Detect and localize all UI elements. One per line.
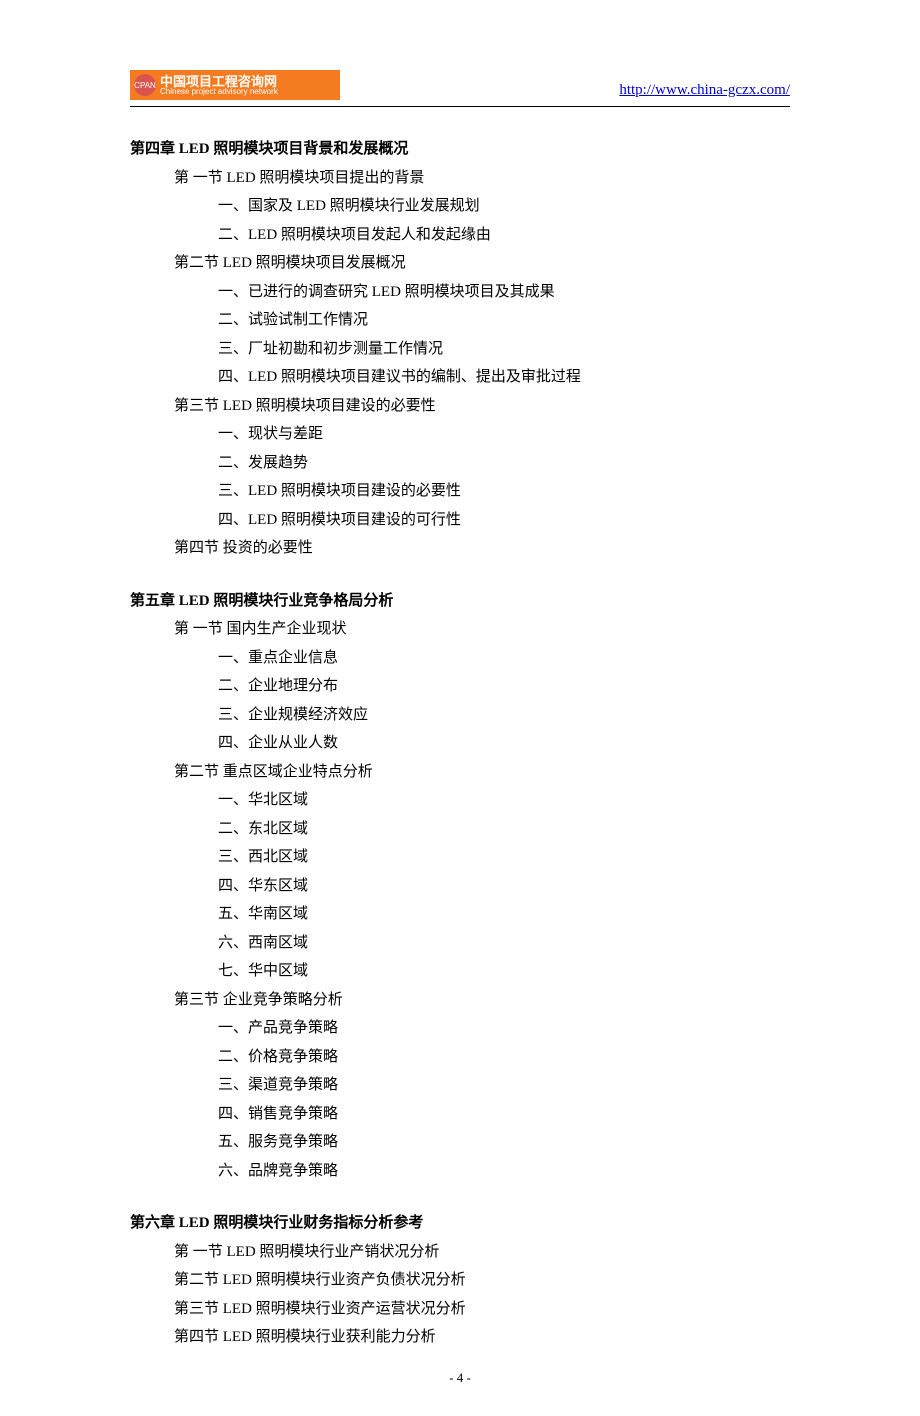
section-title: 第四节 LED 照明模块行业获利能力分析 xyxy=(130,1323,790,1352)
logo-text: 中国项目工程咨询网 Chinese project advisory netwo… xyxy=(160,75,278,96)
page-number: - 4 - xyxy=(0,1370,920,1386)
page: CPAN 中国项目工程咨询网 Chinese project advisory … xyxy=(0,0,920,1416)
toc-content: 第四章 LED 照明模块项目背景和发展概况第 一节 LED 照明模块项目提出的背… xyxy=(130,135,790,1352)
toc-item: 三、西北区域 xyxy=(130,843,790,872)
section-title: 第三节 LED 照明模块项目建设的必要性 xyxy=(130,392,790,421)
toc-item: 三、渠道竞争策略 xyxy=(130,1071,790,1100)
chapter-title: 第四章 LED 照明模块项目背景和发展概况 xyxy=(130,135,790,164)
toc-item: 三、厂址初勘和初步测量工作情况 xyxy=(130,335,790,364)
section-title: 第 一节 LED 照明模块行业产销状况分析 xyxy=(130,1238,790,1267)
toc-item: 二、东北区域 xyxy=(130,815,790,844)
toc-item: 一、国家及 LED 照明模块行业发展规划 xyxy=(130,192,790,221)
toc-item: 四、销售竞争策略 xyxy=(130,1100,790,1129)
section-title: 第 一节 国内生产企业现状 xyxy=(130,615,790,644)
toc-item: 一、已进行的调查研究 LED 照明模块项目及其成果 xyxy=(130,278,790,307)
toc-item: 二、试验试制工作情况 xyxy=(130,306,790,335)
toc-item: 四、LED 照明模块项目建议书的编制、提出及审批过程 xyxy=(130,363,790,392)
chapter: 第四章 LED 照明模块项目背景和发展概况第 一节 LED 照明模块项目提出的背… xyxy=(130,135,790,563)
toc-item: 二、价格竞争策略 xyxy=(130,1043,790,1072)
header: CPAN 中国项目工程咨询网 Chinese project advisory … xyxy=(130,70,790,100)
toc-item: 二、企业地理分布 xyxy=(130,672,790,701)
toc-item: 一、产品竞争策略 xyxy=(130,1014,790,1043)
toc-item: 二、LED 照明模块项目发起人和发起缘由 xyxy=(130,221,790,250)
toc-item: 一、华北区域 xyxy=(130,786,790,815)
header-divider xyxy=(130,106,790,107)
toc-item: 六、品牌竞争策略 xyxy=(130,1157,790,1186)
section-title: 第二节 LED 照明模块项目发展概况 xyxy=(130,249,790,278)
toc-item: 六、西南区域 xyxy=(130,929,790,958)
toc-item: 五、华南区域 xyxy=(130,900,790,929)
toc-item: 四、LED 照明模块项目建设的可行性 xyxy=(130,506,790,535)
logo-text-en: Chinese project advisory network xyxy=(160,88,278,96)
logo-badge: CPAN 中国项目工程咨询网 Chinese project advisory … xyxy=(130,70,340,100)
toc-item: 三、LED 照明模块项目建设的必要性 xyxy=(130,477,790,506)
header-url-link[interactable]: http://www.china-gczx.com/ xyxy=(619,82,790,99)
chapter: 第五章 LED 照明模块行业竞争格局分析第 一节 国内生产企业现状一、重点企业信… xyxy=(130,587,790,1186)
toc-item: 三、企业规模经济效应 xyxy=(130,701,790,730)
toc-item: 二、发展趋势 xyxy=(130,449,790,478)
chapter-title: 第六章 LED 照明模块行业财务指标分析参考 xyxy=(130,1209,790,1238)
chapter-title: 第五章 LED 照明模块行业竞争格局分析 xyxy=(130,587,790,616)
logo-icon: CPAN xyxy=(134,74,156,96)
section-title: 第二节 重点区域企业特点分析 xyxy=(130,758,790,787)
section-title: 第二节 LED 照明模块行业资产负债状况分析 xyxy=(130,1266,790,1295)
logo-text-cn: 中国项目工程咨询网 xyxy=(160,75,278,88)
toc-item: 四、华东区域 xyxy=(130,872,790,901)
toc-item: 七、华中区域 xyxy=(130,957,790,986)
section-title: 第三节 LED 照明模块行业资产运营状况分析 xyxy=(130,1295,790,1324)
section-title: 第四节 投资的必要性 xyxy=(130,534,790,563)
toc-item: 一、重点企业信息 xyxy=(130,644,790,673)
toc-item: 五、服务竞争策略 xyxy=(130,1128,790,1157)
section-title: 第三节 企业竞争策略分析 xyxy=(130,986,790,1015)
toc-item: 一、现状与差距 xyxy=(130,420,790,449)
chapter: 第六章 LED 照明模块行业财务指标分析参考第 一节 LED 照明模块行业产销状… xyxy=(130,1209,790,1352)
section-title: 第 一节 LED 照明模块项目提出的背景 xyxy=(130,164,790,193)
toc-item: 四、企业从业人数 xyxy=(130,729,790,758)
